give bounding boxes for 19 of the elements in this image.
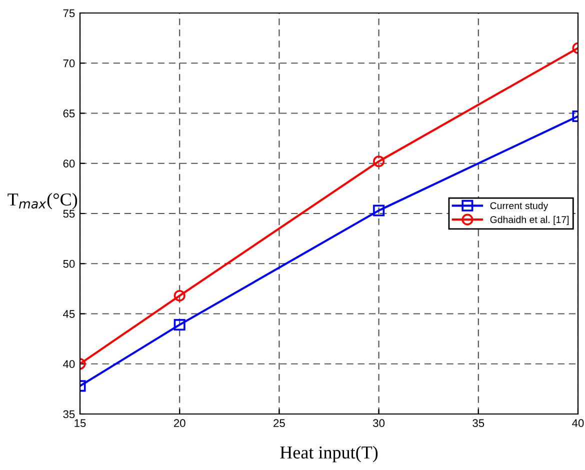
x-axis-title: Heat input(T) — [280, 446, 378, 462]
y-tick-label: 75 — [63, 9, 75, 18]
y-tick-label: 55 — [63, 210, 75, 218]
x-tick-label: 20 — [174, 419, 186, 428]
y-tick-label: 50 — [63, 260, 75, 268]
x-tick-label: 40 — [572, 419, 584, 428]
legend-label: Current study — [490, 202, 548, 212]
x-tick-label: 35 — [472, 419, 484, 428]
legend-label: Gdhaidh et al. [17] — [490, 216, 569, 225]
x-tick-label: 15 — [74, 419, 86, 428]
y-tick-label: 45 — [63, 310, 75, 318]
y-tick-label: 35 — [63, 410, 75, 418]
y-tick-label: 70 — [63, 59, 75, 68]
y-tick-label: 40 — [63, 360, 75, 368]
y-axis-title: T$_{max}$(°C) — [8, 192, 78, 210]
y-tick-label: 60 — [63, 160, 75, 168]
x-tick-label: 25 — [274, 419, 285, 428]
x-tick-label: 30 — [373, 419, 385, 428]
y-tick-label: 65 — [63, 110, 75, 118]
